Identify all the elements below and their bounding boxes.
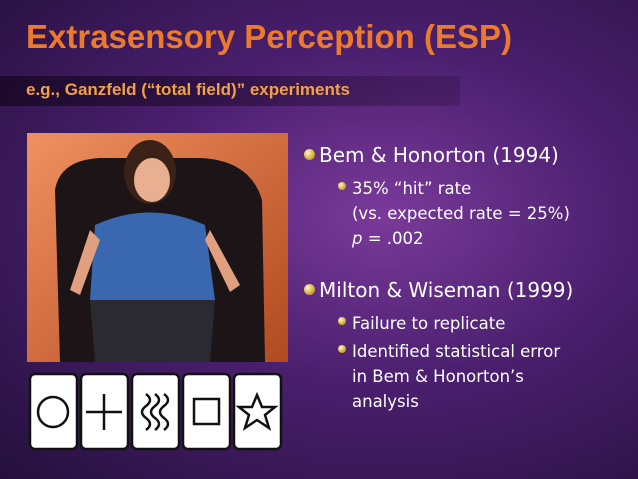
bullet-marker bbox=[304, 149, 315, 160]
bullet-marker bbox=[304, 284, 315, 295]
bullet: Bem & Honorton (1994) bbox=[319, 143, 559, 167]
title: Extrasensory Perception (ESP) bbox=[26, 18, 513, 55]
sub-bullet-marker bbox=[338, 345, 346, 353]
sub-bullet-line: 35% “hit” rate bbox=[352, 179, 472, 198]
formula-variable: p bbox=[352, 229, 363, 248]
sub-bullet-line: analysis bbox=[352, 392, 419, 411]
zener-cards bbox=[28, 372, 283, 451]
formula-rest: = .002 bbox=[362, 229, 424, 248]
sub-bullet-line: Failure to replicate bbox=[352, 314, 506, 333]
shirt bbox=[90, 212, 215, 308]
subtitle-band bbox=[0, 76, 460, 106]
subtitle: e.g., Ganzfeld (“total field)” experimen… bbox=[26, 80, 350, 99]
sub-bullet-line: in Bem & Honorton’s bbox=[352, 367, 524, 386]
sub-bullet-line: (vs. expected rate = 25%) bbox=[352, 204, 570, 223]
legs bbox=[90, 300, 215, 362]
sub-bullet-marker bbox=[338, 317, 346, 325]
sub-bullet-line: Identified statistical error bbox=[352, 342, 561, 361]
face bbox=[134, 158, 170, 202]
sub-bullet-line: p = .002 bbox=[352, 226, 424, 251]
sub-bullet-marker bbox=[338, 182, 346, 190]
bullet: Milton & Wiseman (1999) bbox=[319, 278, 574, 302]
